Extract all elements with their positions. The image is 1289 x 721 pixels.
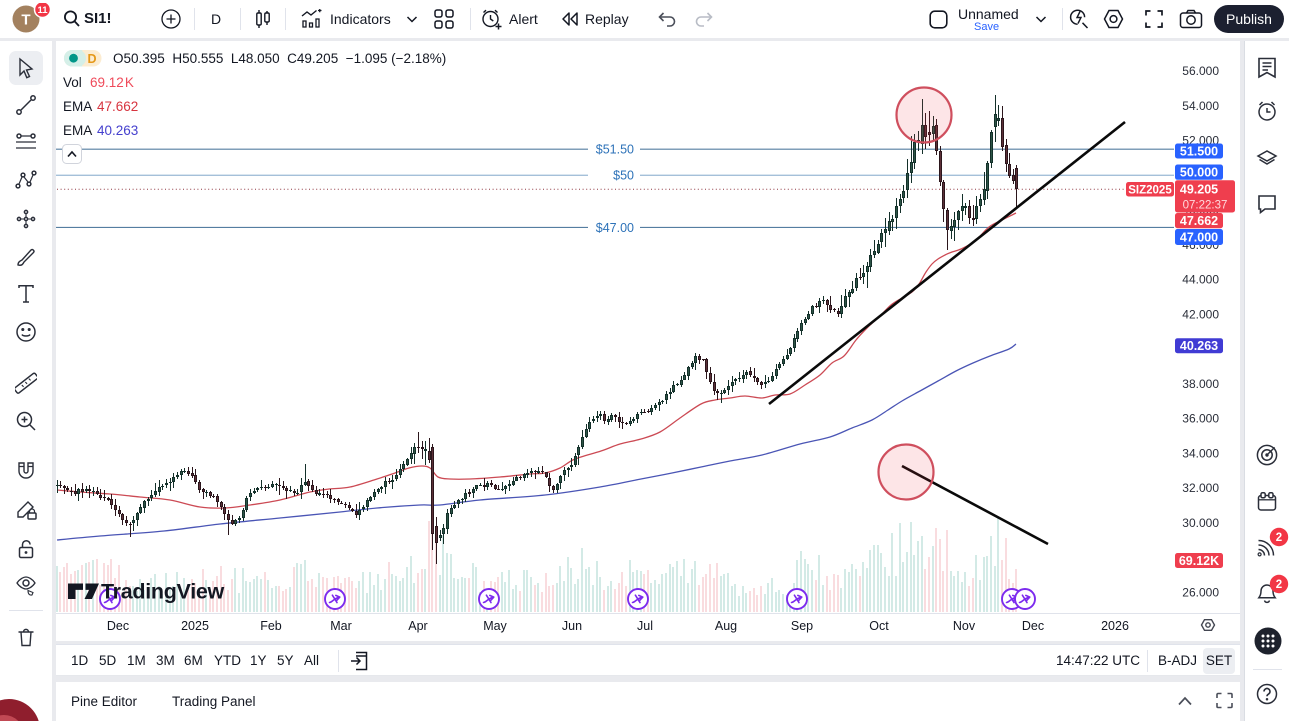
- svg-text:34.000: 34.000: [1182, 446, 1219, 460]
- svg-text:Mar: Mar: [330, 619, 352, 633]
- svg-text:Feb: Feb: [260, 619, 282, 633]
- svg-text:26.000: 26.000: [1182, 585, 1219, 599]
- svg-text:T: T: [21, 12, 30, 29]
- svg-text:11: 11: [37, 5, 48, 16]
- svg-text:D: D: [87, 52, 96, 66]
- svg-text:47.662: 47.662: [1180, 214, 1218, 228]
- svg-text:32.000: 32.000: [1182, 481, 1219, 495]
- svg-text:Dec: Dec: [107, 619, 129, 633]
- svg-text:69.12 K: 69.12 K: [90, 75, 134, 90]
- svg-text:51.500: 51.500: [1180, 144, 1218, 158]
- svg-text:38.000: 38.000: [1182, 377, 1219, 391]
- svg-text:47.000: 47.000: [1180, 230, 1218, 244]
- svg-text:40.263: 40.263: [97, 123, 138, 138]
- svg-text:2: 2: [1276, 579, 1282, 591]
- svg-text:TradingView: TradingView: [101, 580, 225, 604]
- svg-text:Jul: Jul: [637, 619, 653, 633]
- svg-text:$50: $50: [613, 169, 634, 183]
- svg-text:44.000: 44.000: [1182, 273, 1219, 287]
- svg-text:2026: 2026: [1101, 619, 1129, 633]
- svg-text:49.205: 49.205: [1180, 183, 1218, 197]
- svg-text:40.263: 40.263: [1180, 339, 1218, 353]
- svg-text:$47.00: $47.00: [596, 221, 634, 235]
- svg-text:Jun: Jun: [562, 619, 582, 633]
- svg-text:Aug: Aug: [715, 619, 737, 633]
- svg-text:2: 2: [1276, 532, 1282, 544]
- svg-text:Oct: Oct: [869, 619, 889, 633]
- svg-text:47.662: 47.662: [97, 99, 138, 114]
- svg-text:54.000: 54.000: [1182, 99, 1219, 113]
- svg-text:42.000: 42.000: [1182, 307, 1219, 321]
- svg-text:07:22:37: 07:22:37: [1183, 199, 1228, 211]
- svg-text:30.000: 30.000: [1182, 516, 1219, 530]
- svg-text:50.000: 50.000: [1180, 166, 1218, 180]
- svg-text:56.000: 56.000: [1182, 64, 1219, 78]
- svg-text:Sep: Sep: [791, 619, 813, 633]
- svg-text:69.12K: 69.12K: [1179, 554, 1219, 568]
- svg-text:EMA: EMA: [63, 123, 92, 138]
- svg-text:$51.50: $51.50: [596, 143, 634, 157]
- svg-text:2025: 2025: [181, 619, 209, 633]
- svg-text:O50.395 H50.555 L48.050 C49: O50.395 H50.555 L48.050 C49.205 −1.095 (…: [113, 51, 446, 66]
- svg-text:Apr: Apr: [408, 619, 427, 633]
- svg-text:EMA: EMA: [63, 99, 92, 114]
- svg-text:Dec: Dec: [1022, 619, 1044, 633]
- svg-text:SIZ2025: SIZ2025: [1128, 185, 1172, 197]
- svg-text:Nov: Nov: [953, 619, 976, 633]
- svg-text:36.000: 36.000: [1182, 412, 1219, 426]
- svg-text:Vol: Vol: [63, 75, 82, 90]
- svg-text:May: May: [483, 619, 507, 633]
